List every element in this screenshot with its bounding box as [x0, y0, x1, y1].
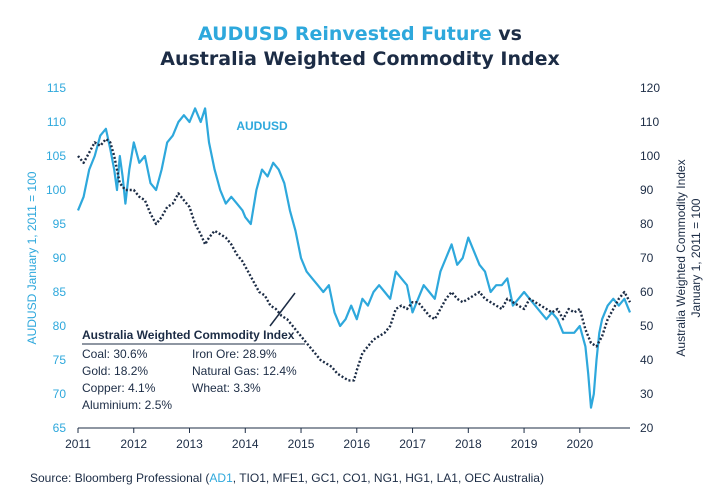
right-tick-label: 80	[640, 217, 654, 231]
legend-weight-item: Copper: 4.1%	[82, 381, 156, 395]
x-tick-label: 2016	[343, 437, 370, 451]
left-tick-label: 80	[53, 319, 67, 333]
left-axis-title: AUDUSD January 1, 2011 = 100	[25, 171, 39, 344]
right-tick-label: 30	[640, 387, 654, 401]
x-tick-label: 2014	[232, 437, 259, 451]
left-tick-label: 65	[53, 421, 67, 435]
right-tick-label: 20	[640, 421, 654, 435]
x-tick-label: 2017	[399, 437, 426, 451]
legend-weights: Coal: 30.6% Iron Ore: 28.9% Gold: 18.2% Nat…	[82, 347, 297, 412]
right-axis-title-line2: January 1, 2011 = 100	[689, 198, 703, 317]
left-tick-label: 110	[47, 115, 66, 129]
source-note: Source: Bloomberg Professional (AD1, TIO…	[30, 471, 544, 485]
title-audusd-part: AUDUSD Reinvested Future	[198, 23, 492, 45]
legend-weight-item: Coal: 30.6%	[82, 347, 148, 361]
source-suffix: , TIO1, MFE1, GC1, CO1, NG1, HG1, LA1, O…	[233, 471, 544, 485]
legend-weight-item: Gold: 18.2%	[82, 364, 148, 378]
x-tick-label: 2013	[176, 437, 203, 451]
x-tick-label: 2015	[288, 437, 315, 451]
right-tick-label: 60	[640, 285, 654, 299]
legend-weight-item: Wheat: 3.3%	[192, 381, 261, 395]
left-axis-ticks: 65 70 75 80 85 90 95 100 105 110 115	[46, 81, 66, 435]
right-axis-ticks: 20 30 40 50 60 70 80 90 100 110 120	[640, 81, 660, 435]
legend-weight-item: Iron Ore: 28.9%	[192, 347, 277, 361]
source-link-ad1[interactable]: AD1	[209, 471, 233, 485]
series-audusd-line	[76, 107, 632, 409]
x-tick-label: 2020	[566, 437, 593, 451]
right-tick-label: 120	[640, 81, 660, 95]
x-axis-ticks: 2011 2012 2013 2014 2015 2016 2017 2018 2019 2020	[65, 428, 593, 451]
legend-title: Australia Weighted Commodity Index	[82, 328, 295, 342]
right-tick-label: 90	[640, 183, 654, 197]
legend-weight-item: Natural Gas: 12.4%	[192, 364, 297, 378]
left-tick-label: 115	[47, 81, 66, 95]
left-tick-label: 90	[53, 251, 67, 265]
left-tick-label: 85	[53, 285, 67, 299]
left-tick-label: 70	[53, 387, 67, 401]
right-tick-label: 110	[640, 115, 659, 129]
chart-title-line2: Australia Weighted Commodity Index	[160, 48, 559, 70]
right-tick-label: 100	[640, 149, 660, 163]
x-tick-label: 2019	[511, 437, 538, 451]
legend-weight-item: Aluminium: 2.5%	[82, 398, 172, 412]
x-tick-label: 2011	[65, 437, 91, 451]
audusd-series-label: AUDUSD	[236, 119, 288, 133]
x-tick-label: 2012	[120, 437, 147, 451]
left-tick-label: 100	[46, 183, 66, 197]
left-tick-label: 105	[46, 149, 66, 163]
series-commodity-line	[77, 137, 632, 382]
title-vs-part: vs	[492, 23, 522, 45]
x-tick-label: 2018	[455, 437, 482, 451]
chart-title-line1: AUDUSD Reinvested Future vs	[198, 23, 522, 45]
legend-pointer-line	[269, 292, 296, 327]
right-axis-title-line1: Australia Weighted Commodity Index	[674, 159, 688, 356]
source-prefix: Source: Bloomberg Professional (	[30, 471, 209, 485]
left-tick-label: 75	[53, 353, 67, 367]
right-tick-label: 40	[640, 353, 654, 367]
right-tick-label: 70	[640, 251, 654, 265]
left-tick-label: 95	[53, 217, 67, 231]
right-tick-label: 50	[640, 319, 654, 333]
